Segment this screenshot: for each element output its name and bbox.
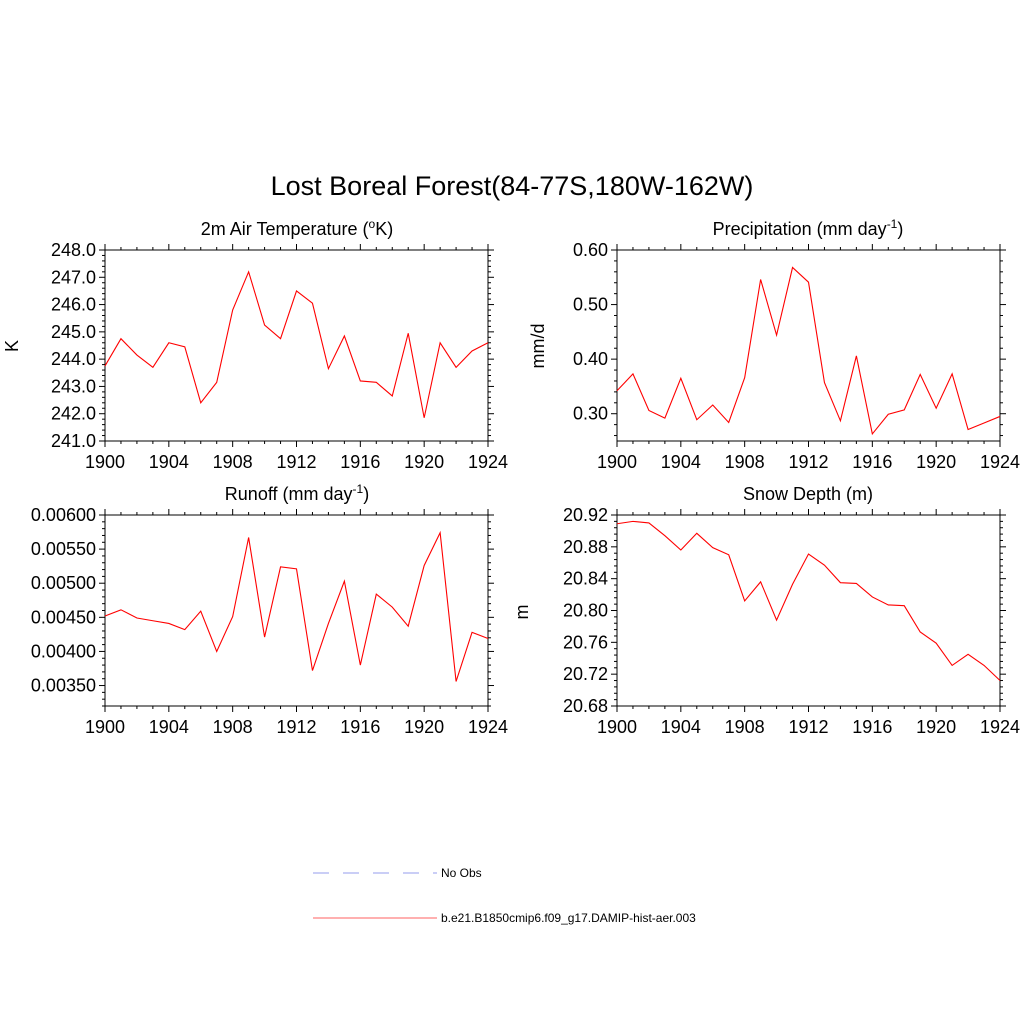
y-tick-label-runoff: 0.00400 <box>31 641 96 661</box>
y-tick-label-snow: 20.84 <box>563 569 608 589</box>
panel-runoff: Runoff (mm day-1) 1900 1904 1908 1912 1916 19… <box>31 482 508 737</box>
x-tick-label-precip: 1916 <box>852 452 892 472</box>
x-tick-label-snow: 1912 <box>788 717 828 737</box>
panel-title-snow-depth: Snow Depth (m) <box>743 484 873 504</box>
legend-entry-model-run: b.e21.B1850cmip6.f09_g17.DAMIP-hist-aer.… <box>313 911 696 925</box>
y-tick-label-runoff: 0.00500 <box>31 573 96 593</box>
x-tick-label-temp: 1904 <box>149 452 189 472</box>
y-axis-label-temperature: K <box>2 340 22 352</box>
y-tick-label-runoff: 0.00550 <box>31 539 96 559</box>
plot-frame-precip <box>616 249 1001 442</box>
x-tick-label-snow: 1900 <box>597 717 637 737</box>
y-tick-label-runoff: 0.00600 <box>31 505 96 525</box>
x-tick-label-runoff: 1912 <box>276 717 316 737</box>
series-line-temp-0 <box>104 270 489 418</box>
y-tick-label-precip: 0.40 <box>573 349 608 369</box>
x-tick-label-runoff: 1904 <box>149 717 189 737</box>
panel-title-runoff: Runoff (mm day-1) <box>225 482 369 504</box>
y-tick-label-precip: 0.60 <box>573 240 608 260</box>
x-tick-label-temp: 1912 <box>276 452 316 472</box>
y-tick-label-temp: 244.0 <box>51 349 96 369</box>
x-tick-label-precip: 1908 <box>725 452 765 472</box>
y-tick-label-snow: 20.88 <box>563 537 608 557</box>
panel-temperature: 2m Air Temperature (oK) K 1900 1904 1908 19… <box>2 217 508 472</box>
plot-frame-temp <box>104 249 489 442</box>
x-tick-label-precip: 1900 <box>597 452 637 472</box>
x-tick-label-snow: 1920 <box>916 717 956 737</box>
x-tick-label-precip: 1912 <box>788 452 828 472</box>
y-tick-label-snow: 20.72 <box>563 664 608 684</box>
x-tick-label-temp: 1900 <box>85 452 125 472</box>
x-tick-label-snow: 1924 <box>980 717 1020 737</box>
plot-frame-runoff <box>104 514 489 707</box>
x-tick-label-runoff: 1924 <box>468 717 508 737</box>
legend: No Obs b.e21.B1850cmip6.f09_g17.DAMIP-hi… <box>313 866 696 925</box>
x-tick-label-temp: 1920 <box>404 452 444 472</box>
y-tick-label-temp: 241.0 <box>51 431 96 451</box>
panel-title-temperature: 2m Air Temperature (oK) <box>201 217 393 239</box>
y-tick-label-snow: 20.68 <box>563 696 608 716</box>
panel-precipitation: Precipitation (mm day-1) mm/d 1900 1904 19… <box>528 217 1020 472</box>
y-tick-label-snow: 20.92 <box>563 505 608 525</box>
y-tick-label-temp: 243.0 <box>51 376 96 396</box>
panel-title-precipitation: Precipitation (mm day-1) <box>713 217 904 239</box>
x-tick-label-precip: 1920 <box>916 452 956 472</box>
y-axis-label-snow-depth: m <box>512 605 532 620</box>
x-tick-label-runoff: 1916 <box>340 717 380 737</box>
x-tick-label-temp: 1924 <box>468 452 508 472</box>
x-tick-label-precip: 1904 <box>661 452 701 472</box>
x-tick-label-temp: 1908 <box>213 452 253 472</box>
y-tick-label-temp: 242.0 <box>51 404 96 424</box>
y-tick-label-temp: 247.0 <box>51 267 96 287</box>
x-tick-label-runoff: 1920 <box>404 717 444 737</box>
y-tick-label-temp: 246.0 <box>51 295 96 315</box>
y-tick-label-runoff: 0.00450 <box>31 607 96 627</box>
x-tick-label-runoff: 1900 <box>85 717 125 737</box>
x-tick-label-precip: 1924 <box>980 452 1020 472</box>
y-tick-label-precip: 0.50 <box>573 295 608 315</box>
x-tick-label-temp: 1916 <box>340 452 380 472</box>
y-tick-label-precip: 0.30 <box>573 404 608 424</box>
x-tick-label-snow: 1916 <box>852 717 892 737</box>
y-tick-label-runoff: 0.00350 <box>31 676 96 696</box>
y-tick-label-temp: 245.0 <box>51 322 96 342</box>
x-tick-label-snow: 1908 <box>725 717 765 737</box>
y-tick-label-temp: 248.0 <box>51 240 96 260</box>
series-line-runoff-0 <box>104 530 489 682</box>
legend-label-model-run: b.e21.B1850cmip6.f09_g17.DAMIP-hist-aer.… <box>441 911 696 925</box>
x-tick-label-runoff: 1908 <box>213 717 253 737</box>
legend-entry-no-obs: No Obs <box>313 866 482 880</box>
y-tick-label-snow: 20.76 <box>563 632 608 652</box>
series-line-snow-0 <box>616 520 1001 681</box>
legend-label-no-obs: No Obs <box>441 866 482 880</box>
figure-title: Lost Boreal Forest(84-77S,180W-162W) <box>271 171 754 201</box>
panel-snow-depth: Snow Depth (m) m 1900 1904 1908 1912 1916 192… <box>512 484 1020 737</box>
x-tick-label-snow: 1904 <box>661 717 701 737</box>
series-line-precip-0 <box>616 266 1001 436</box>
y-axis-label-precipitation: mm/d <box>528 324 548 369</box>
y-tick-label-snow: 20.80 <box>563 601 608 621</box>
